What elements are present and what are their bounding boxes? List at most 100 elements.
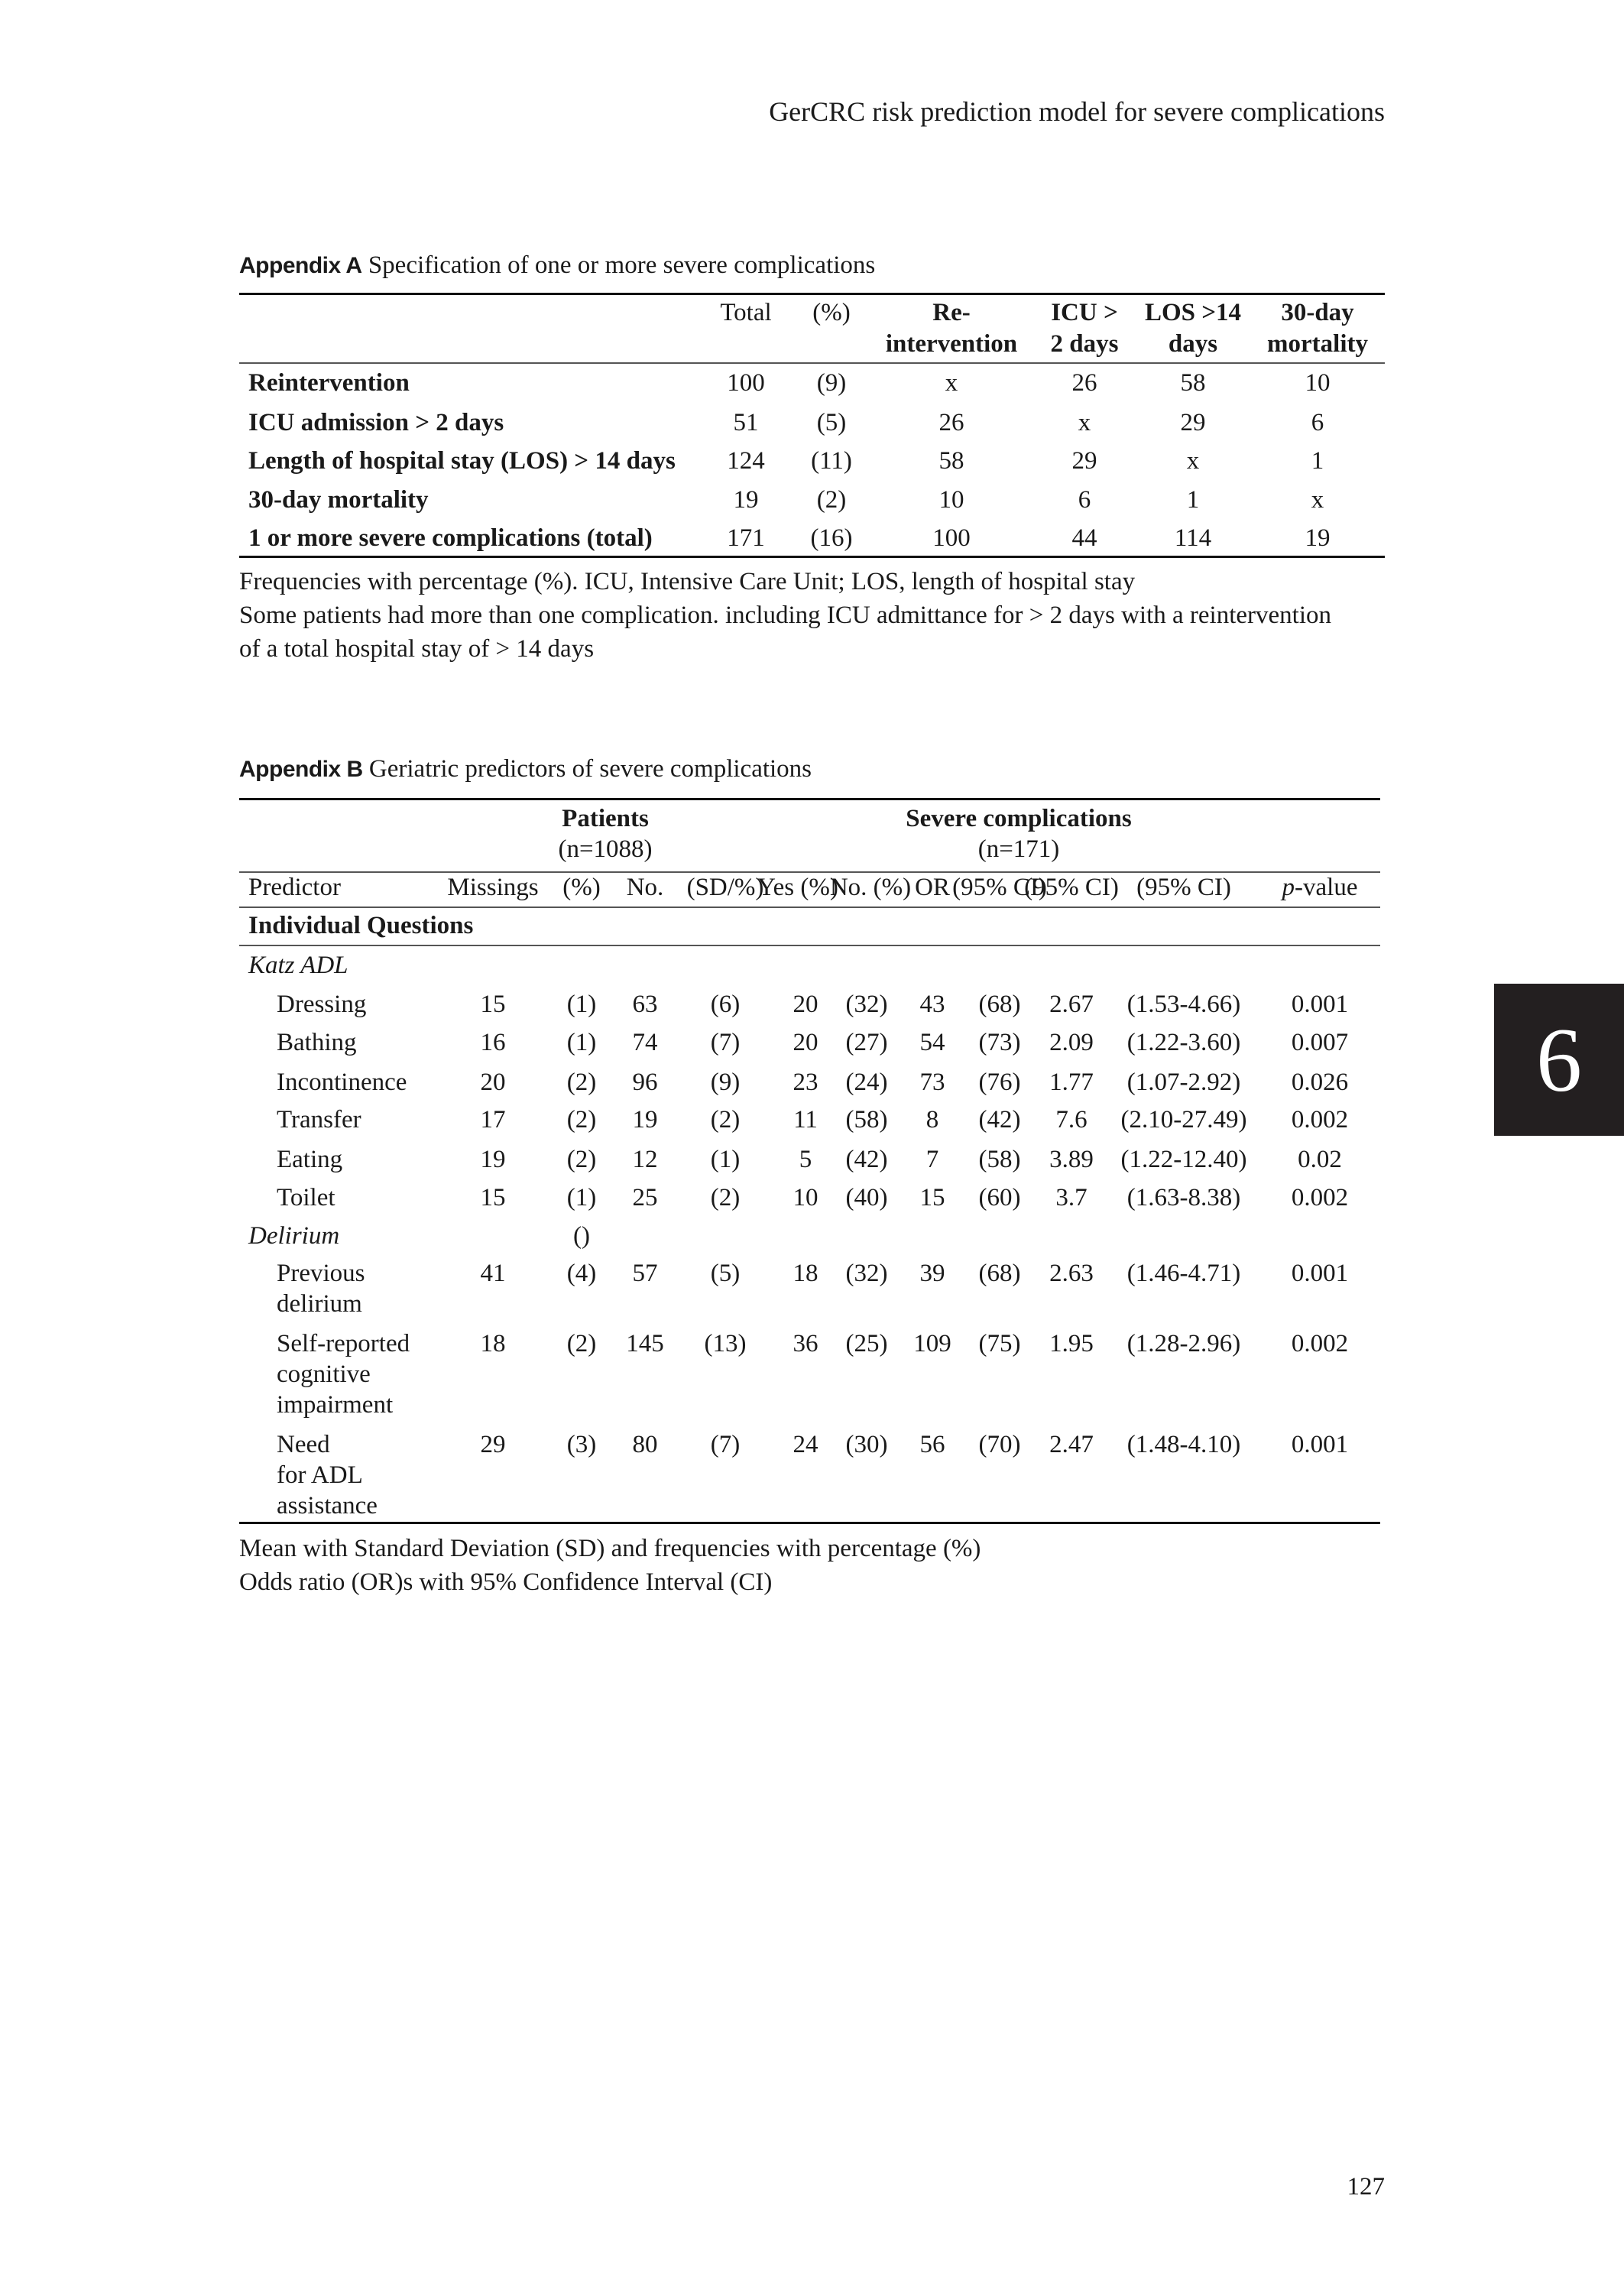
- column-header: LOS >14: [1144, 299, 1242, 326]
- table-cell: (1.22-3.60): [1126, 1029, 1241, 1056]
- group-label: Delirium: [248, 1222, 340, 1250]
- table-cell: 10: [1305, 369, 1331, 397]
- footnote: Odds ratio (OR)s with 95% Confidence Int…: [239, 1568, 773, 1596]
- table-cell: 29: [1071, 447, 1097, 475]
- section-rule: [239, 945, 1380, 946]
- table-cell: 20: [480, 1069, 506, 1096]
- table-cell: (40): [845, 1184, 888, 1211]
- table-cell: (7): [710, 1029, 741, 1056]
- table-cell: 16: [480, 1029, 506, 1056]
- table-cell: (2): [710, 1106, 741, 1134]
- table-cell: (70): [978, 1431, 1021, 1458]
- table-cell: 23: [793, 1069, 818, 1096]
- table-cell: (1.28-2.96): [1126, 1330, 1241, 1357]
- table-cell: 96: [632, 1069, 658, 1096]
- table-cell: 15: [919, 1184, 945, 1211]
- table-cell: (73): [978, 1029, 1021, 1056]
- column-header: (SD/%): [686, 874, 764, 901]
- table-cell: 20: [793, 1029, 818, 1056]
- table-cell: (1): [566, 991, 597, 1018]
- table-cell: 2.67: [1049, 991, 1094, 1018]
- table-cell: 6: [1078, 486, 1091, 514]
- table-cell: 25: [632, 1184, 658, 1211]
- table-cell: (58): [978, 1146, 1021, 1173]
- table-cell: 74: [632, 1029, 658, 1056]
- table-cell: (7): [710, 1431, 741, 1458]
- predictor-label: Toilet: [277, 1184, 335, 1211]
- table-cell: 100: [727, 369, 765, 397]
- footnote: of a total hospital stay of > 14 days: [239, 635, 595, 663]
- predictor-label: Previous: [277, 1260, 365, 1287]
- table-cell: 7: [925, 1146, 939, 1173]
- appendix-a-caption: Appendix A Specification of one or more …: [239, 253, 875, 278]
- table-cell: 2.47: [1049, 1431, 1094, 1458]
- footnote: Mean with Standard Deviation (SD) and fr…: [239, 1535, 981, 1562]
- table-cell: 19: [480, 1146, 506, 1173]
- table-cell: 15: [480, 991, 506, 1018]
- predictor-label: assistance: [277, 1492, 378, 1519]
- group-header-n: (n=171): [977, 835, 1060, 863]
- predictor-label: Need: [277, 1431, 330, 1458]
- table-cell: 3.7: [1055, 1184, 1088, 1211]
- predictor-label: Self-reported: [277, 1330, 410, 1357]
- table-cell: 0.02: [1298, 1146, 1342, 1173]
- table-cell: (6): [710, 991, 741, 1018]
- table-cell: (2): [566, 1069, 597, 1096]
- column-header: Re-: [932, 299, 971, 326]
- table-cell: 0.001: [1291, 1431, 1349, 1458]
- appendix-b-title: Geriatric predictors of severe complicat…: [368, 755, 812, 783]
- table-cell: 17: [480, 1106, 506, 1134]
- table-cell: 114: [1174, 524, 1212, 552]
- table-cell: 0.001: [1291, 1260, 1349, 1287]
- table-cell: 58: [938, 447, 964, 475]
- table-cell: 58: [1180, 369, 1206, 397]
- column-header: days: [1168, 330, 1218, 358]
- column-header: Predictor: [248, 874, 341, 901]
- column-header: 2 days: [1050, 330, 1119, 358]
- header-rule: [239, 362, 1385, 364]
- table-bottom-rule: [239, 1522, 1380, 1524]
- column-header: No.: [626, 874, 664, 901]
- table-cell: (2): [710, 1184, 741, 1211]
- page-number: 127: [1347, 2173, 1386, 2201]
- table-cell: (1.53-4.66): [1126, 991, 1241, 1018]
- table-cell: (75): [978, 1330, 1021, 1357]
- group-note: (): [573, 1222, 590, 1250]
- table-cell: (30): [845, 1431, 888, 1458]
- predictor-label: Transfer: [277, 1106, 361, 1134]
- table-cell: 8: [925, 1106, 939, 1134]
- table-cell: 109: [913, 1330, 951, 1357]
- appendix-b-label: Appendix B: [239, 757, 363, 782]
- table-cell: 29: [480, 1431, 506, 1458]
- table-cell: (5): [710, 1260, 741, 1287]
- column-header: 30-day: [1281, 299, 1354, 326]
- table-cell: (2): [566, 1106, 597, 1134]
- row-label: Length of hospital stay (LOS) > 14 days: [248, 447, 676, 475]
- table-cell: (1): [566, 1029, 597, 1056]
- table-cell: (9): [710, 1069, 741, 1096]
- table-cell: 39: [919, 1260, 945, 1287]
- table-cell: (27): [845, 1029, 888, 1056]
- table-cell: 124: [727, 447, 765, 475]
- predictor-label: cognitive: [277, 1361, 371, 1388]
- table-cell: x: [1311, 486, 1324, 514]
- table-cell: 10: [938, 486, 964, 514]
- column-header-p-value: p-value: [1282, 875, 1358, 900]
- column-header: intervention: [885, 330, 1018, 358]
- row-label: 30-day mortality: [248, 486, 429, 514]
- column-header: mortality: [1267, 330, 1368, 358]
- group-rule: [239, 871, 1380, 873]
- table-cell: (9): [816, 369, 847, 397]
- predictor-label: Dressing: [277, 991, 367, 1018]
- value-suffix: -value: [1295, 874, 1358, 901]
- column-header: (95% CI): [1136, 874, 1231, 901]
- table-cell: 44: [1071, 524, 1097, 552]
- table-cell: 19: [1305, 524, 1331, 552]
- table-cell: 1.77: [1049, 1069, 1094, 1096]
- table-cell: 51: [733, 409, 759, 436]
- appendix-a-label: Appendix A: [239, 253, 362, 278]
- column-header: (95% CI): [1024, 874, 1119, 901]
- table-cell: (16): [810, 524, 853, 552]
- group-label: Katz ADL: [248, 952, 348, 979]
- table-cell: 145: [626, 1330, 664, 1357]
